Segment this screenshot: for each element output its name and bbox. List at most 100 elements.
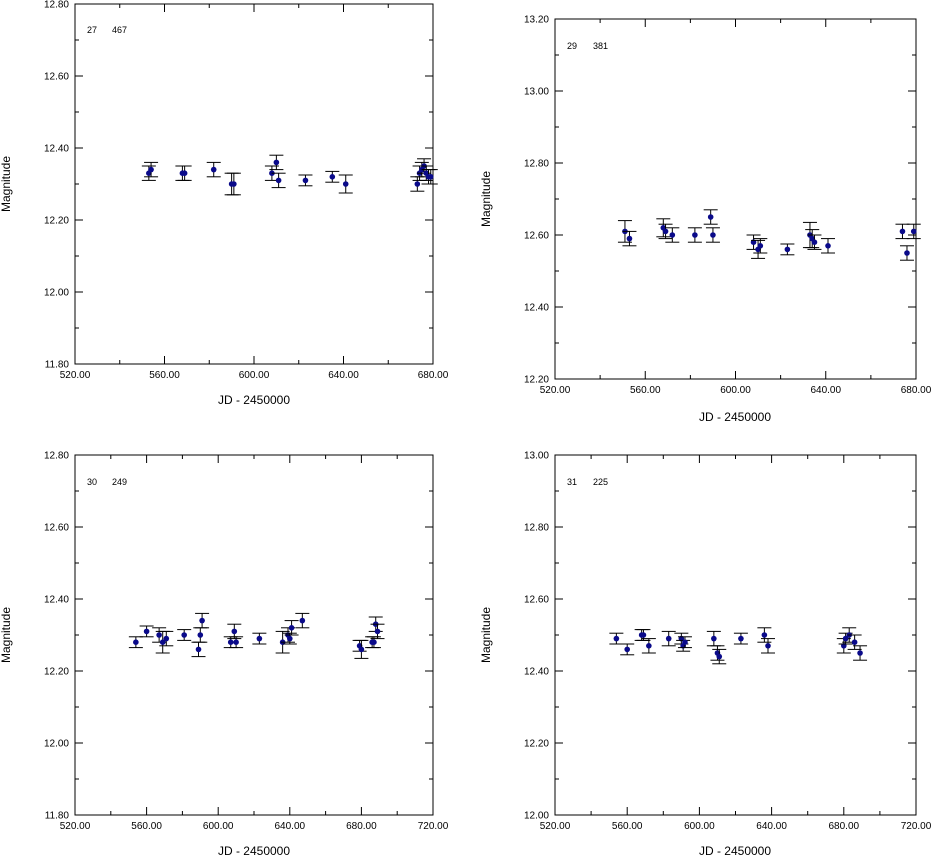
tick-marks [74, 454, 434, 816]
data-point [358, 646, 365, 653]
x-tick-label: 720.00 [418, 821, 449, 832]
data-point [181, 632, 187, 638]
star-count-label: 225 [593, 477, 608, 487]
data-point [738, 635, 744, 642]
data-point [711, 635, 717, 642]
data-point [288, 625, 295, 631]
data-point [414, 181, 421, 187]
panel-star-27: 520.00 560.00 600.00 640.00 680.00 11.80 12.00… [0, 0, 449, 407]
y-axis-title: Magnitude [0, 607, 13, 663]
x-tick-label: 680.00 [901, 385, 931, 396]
y-axis-title: Magnitude [479, 171, 493, 227]
data-point [287, 635, 293, 642]
star-count-label: 467 [112, 25, 127, 35]
data-point [342, 181, 349, 187]
data-marks [609, 627, 868, 665]
x-axis-title: JD - 2450000 [699, 844, 771, 857]
data-point [765, 643, 771, 649]
data-point [195, 646, 202, 653]
data-point [682, 639, 688, 645]
data-point [811, 239, 818, 245]
data-point [857, 650, 863, 656]
data-point [231, 181, 237, 187]
data-point [784, 246, 791, 253]
data-point [851, 639, 858, 645]
star-id-label: 29 [567, 41, 577, 51]
star-id-label: 30 [87, 477, 97, 487]
y-tick-label: 12.00 [44, 288, 69, 299]
data-point [624, 646, 630, 653]
data-point [707, 214, 714, 220]
y-tick-label: 12.60 [44, 72, 69, 83]
tick-labels: 520.00 560.00 600.00 640.00 680.00 720.00 12.0… [524, 451, 931, 833]
data-point [640, 632, 647, 638]
y-tick-label: 11.80 [45, 811, 70, 822]
data-point [181, 170, 188, 176]
tick-marks [74, 3, 434, 365]
star-count-label: 381 [593, 41, 608, 51]
tick-labels: 520.00 560.00 600.00 640.00 680.00 11.80 12.00… [44, 0, 449, 381]
y-axis-title: Magnitude [479, 607, 493, 663]
data-point [374, 628, 381, 635]
x-axis-title: JD - 2450000 [218, 844, 290, 857]
y-tick-label: 13.00 [524, 87, 549, 98]
data-point [692, 232, 698, 238]
data-point [427, 174, 434, 180]
data-point [910, 228, 917, 235]
y-tick-label: 12.60 [44, 523, 69, 534]
star-id-label: 31 [567, 477, 577, 487]
data-point [233, 639, 239, 645]
x-tick-label: 600.00 [203, 821, 234, 832]
x-tick-label: 640.00 [328, 370, 359, 381]
data-point [371, 639, 377, 645]
data-point [665, 635, 672, 642]
plot-frame [554, 18, 917, 380]
y-tick-label: 12.80 [44, 0, 69, 11]
data-point [256, 635, 263, 642]
data-point [148, 166, 154, 173]
tick-labels: 520.00 560.00 600.00 640.00 680.00 720.00 11.8… [44, 451, 449, 833]
tick-labels: 520.00 560.00 600.00 640.00 680.00 12.20 12.40… [524, 15, 931, 397]
x-tick-label: 560.00 [149, 370, 180, 381]
star-count-label: 249 [112, 477, 127, 487]
y-tick-label: 12.20 [44, 667, 69, 678]
y-tick-label: 12.60 [524, 595, 549, 606]
y-tick-label: 11.80 [45, 360, 70, 371]
x-tick-label: 600.00 [720, 385, 751, 396]
x-tick-label: 600.00 [239, 370, 270, 381]
data-point [757, 243, 764, 249]
x-tick-label: 600.00 [684, 821, 715, 832]
data-marks [128, 612, 385, 659]
data-point [133, 639, 139, 645]
x-tick-label: 520.00 [540, 821, 571, 832]
panel-star-29: 520.00 560.00 600.00 640.00 680.00 12.20 12.40… [479, 15, 931, 425]
y-tick-label: 12.20 [44, 216, 69, 227]
data-point [231, 628, 238, 635]
x-tick-label: 680.00 [346, 821, 377, 832]
y-tick-label: 12.80 [524, 159, 549, 170]
x-tick-label: 560.00 [612, 821, 643, 832]
x-tick-label: 720.00 [901, 821, 931, 832]
x-axis-title: JD - 2450000 [218, 393, 290, 407]
y-tick-label: 12.20 [524, 739, 549, 750]
data-point [626, 235, 633, 242]
y-tick-label: 12.20 [524, 375, 549, 386]
y-tick-label: 12.80 [524, 523, 549, 534]
data-point [210, 166, 217, 173]
y-tick-label: 12.40 [524, 303, 549, 314]
data-point [143, 628, 150, 635]
x-tick-label: 520.00 [60, 821, 91, 832]
data-point [669, 232, 676, 238]
y-tick-label: 13.00 [524, 451, 549, 462]
x-tick-label: 680.00 [829, 821, 860, 832]
x-tick-label: 640.00 [756, 821, 787, 832]
data-marks [617, 209, 921, 261]
tick-marks [554, 18, 917, 380]
plot-frame [554, 454, 917, 816]
x-tick-label: 560.00 [131, 821, 162, 832]
data-point [904, 250, 910, 256]
data-point [163, 635, 170, 642]
data-point [227, 639, 234, 645]
data-point [842, 635, 849, 642]
